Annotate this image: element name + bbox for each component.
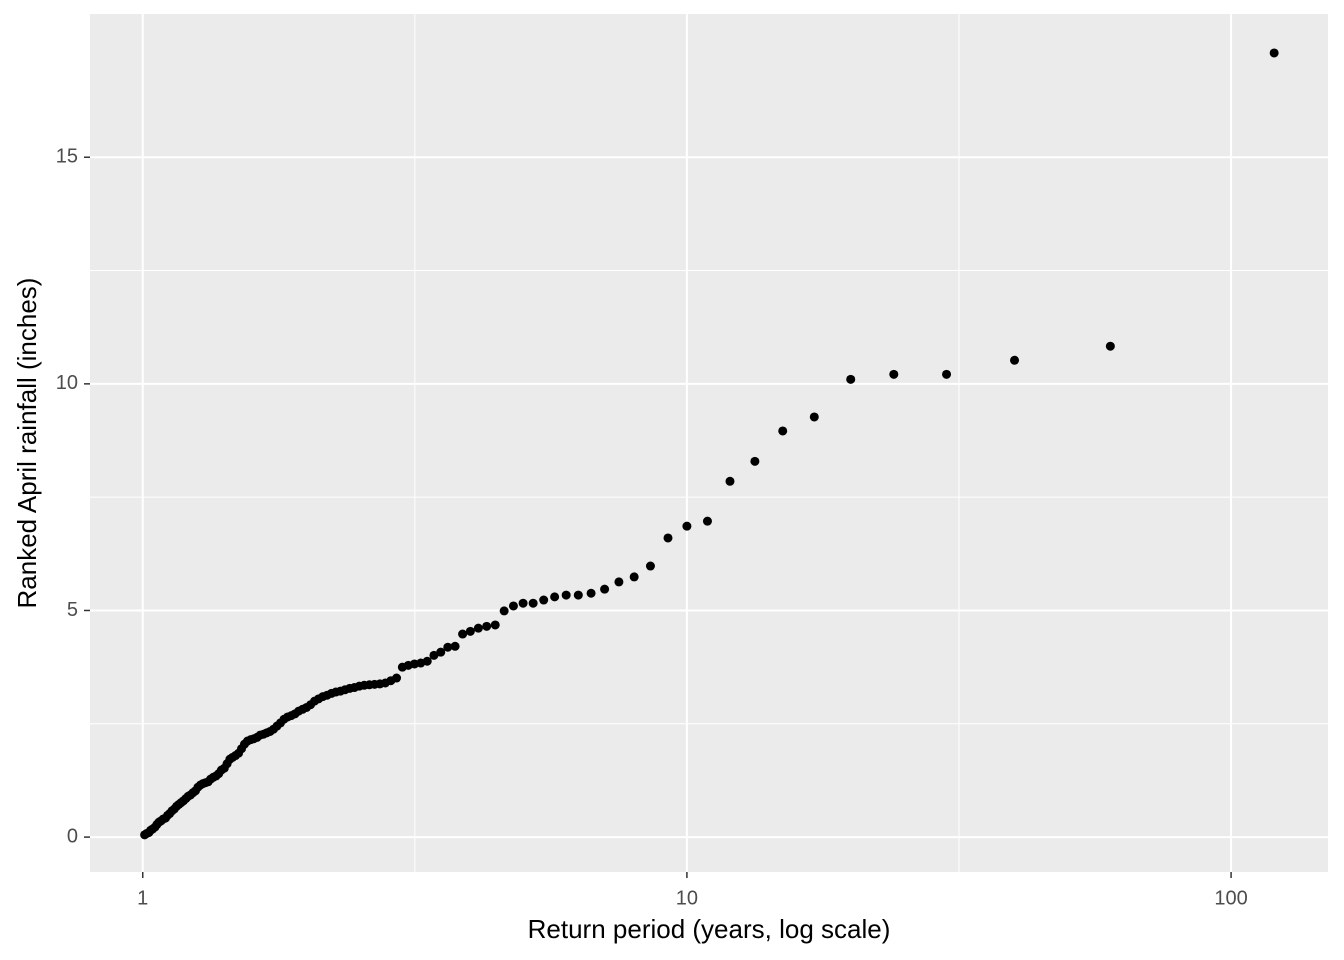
panel-background <box>90 14 1328 872</box>
point <box>600 584 610 594</box>
x-tick-label: 10 <box>676 887 698 909</box>
point <box>663 533 673 543</box>
point <box>614 577 624 587</box>
point <box>682 521 692 531</box>
point <box>586 588 596 598</box>
point <box>809 412 819 422</box>
point <box>458 629 468 639</box>
point <box>429 650 439 660</box>
x-tick-label: 1 <box>137 887 148 909</box>
point <box>645 561 655 571</box>
point <box>436 647 446 657</box>
point <box>573 590 583 600</box>
point <box>508 601 518 611</box>
point <box>528 598 538 608</box>
point <box>702 516 712 526</box>
point <box>942 369 952 379</box>
grid <box>90 14 1328 872</box>
point <box>518 598 528 608</box>
point <box>140 830 150 840</box>
y-tick-label: 5 <box>67 599 78 621</box>
point <box>1269 48 1279 58</box>
point <box>1010 355 1020 365</box>
point <box>725 476 735 486</box>
x-axis-title: Return period (years, log scale) <box>528 914 891 944</box>
point <box>443 642 453 652</box>
point <box>750 456 760 466</box>
y-tick-label: 15 <box>56 146 78 168</box>
point <box>465 626 475 636</box>
point <box>450 641 460 651</box>
point <box>550 592 560 602</box>
point <box>629 572 639 582</box>
points <box>140 48 1279 840</box>
point <box>473 623 483 633</box>
point <box>846 374 856 384</box>
point <box>778 426 788 436</box>
point <box>397 662 407 672</box>
point <box>482 621 492 631</box>
point <box>1105 341 1115 351</box>
point <box>490 620 500 630</box>
point <box>499 606 509 616</box>
y-tick-label: 0 <box>67 825 78 847</box>
point <box>889 369 899 379</box>
y-tick-label: 10 <box>56 372 78 394</box>
x-tick-label: 100 <box>1214 887 1247 909</box>
point <box>561 590 571 600</box>
point <box>539 595 549 605</box>
y-axis-title: Ranked April rainfall (inches) <box>12 278 42 609</box>
